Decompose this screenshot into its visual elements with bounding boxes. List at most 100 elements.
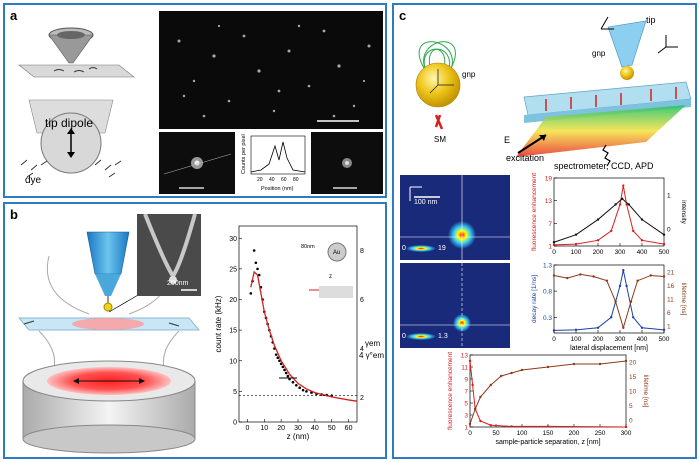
x-tick-label: 150 — [543, 430, 554, 437]
series-point-1 — [662, 275, 666, 278]
series-point-1 — [622, 326, 625, 329]
inset-image-right — [311, 132, 383, 194]
data-point — [291, 380, 295, 384]
series-point-1 — [510, 371, 513, 375]
series-point-1 — [566, 276, 569, 280]
right-tick-label: 1 — [667, 193, 671, 200]
inset-size-label: 80nm — [301, 244, 315, 250]
x-tick-label: 30 — [294, 425, 302, 432]
series-point-0 — [610, 229, 613, 233]
plot-frame — [469, 354, 627, 428]
panel-c-schematic — [415, 16, 692, 167]
series-point-0 — [596, 239, 600, 242]
plot-frame — [553, 264, 665, 334]
x-tick-label: 50 — [328, 425, 336, 432]
dye-label: dye — [25, 175, 42, 186]
y-axis-label: decay rate [1/ns] — [531, 275, 538, 323]
y-tick-label: 0.3 — [543, 315, 552, 322]
panel-a-schematic — [18, 27, 135, 178]
series-point-1 — [596, 218, 600, 221]
gnp-label-right: gnp — [592, 49, 606, 58]
y-axis-label: fluorescence enhancement — [447, 352, 454, 430]
separation-chart: 0 50 100 150 200 250 30013579111305101520sampl… — [447, 352, 649, 446]
y-tick-label: 20 — [229, 297, 237, 304]
data-point — [283, 368, 286, 372]
x-tick-label: 500 — [659, 336, 670, 343]
series-point-1 — [572, 362, 576, 366]
right-tick-label: 11 — [667, 297, 674, 304]
series-point-0 — [662, 242, 666, 246]
data-point — [276, 356, 280, 359]
data-point — [256, 267, 259, 271]
right-tick-label: 2 — [360, 395, 364, 402]
series-point-1 — [474, 407, 477, 411]
series-point-1 — [552, 274, 556, 277]
fluorescence-image — [159, 11, 383, 129]
y-tick-label: 1 — [548, 244, 552, 251]
x-tick-label: 250 — [595, 430, 606, 437]
right-tick-label: 15 — [629, 374, 637, 381]
data-point — [298, 386, 301, 389]
data-point — [274, 353, 278, 356]
series-point-1 — [500, 374, 503, 378]
y-tick-label: 15 — [229, 328, 237, 335]
x-tick-label: 0 — [468, 430, 472, 437]
x-tick-label: 200 — [593, 249, 604, 256]
inset-tick-4: 80 — [293, 177, 299, 183]
series-point-0 — [625, 284, 628, 288]
x-tick-label: 300 — [615, 336, 626, 343]
series-point-1 — [598, 362, 602, 366]
y-axis-label: fluorescence enhancement — [531, 173, 538, 251]
map-enhancement: 100 nm 0 19 — [400, 175, 510, 260]
panel-b-label: b — [10, 207, 18, 222]
y-tick-label: 25 — [229, 266, 237, 273]
y-axis-label-right: intensity — [680, 200, 687, 225]
x-tick-label: 500 — [659, 249, 670, 256]
series-point-0 — [625, 203, 628, 206]
series-line-0 — [469, 360, 627, 428]
data-point — [252, 249, 256, 252]
x-tick-label: 100 — [517, 430, 528, 437]
right-axis-label-1: γem — [365, 339, 380, 348]
series-point-1 — [624, 359, 628, 363]
y-tick-label: 1 — [464, 425, 468, 432]
x-tick-label: 0 — [245, 425, 249, 432]
panel-a-label: a — [10, 8, 18, 23]
x-tick-label: 400 — [637, 249, 648, 256]
series-point-0 — [662, 328, 666, 332]
series-point-0 — [622, 184, 625, 187]
x-axis-label: sample-particle separation, z [nm] — [495, 439, 600, 446]
series-point-0 — [471, 383, 474, 387]
data-point — [254, 261, 258, 265]
scale-100nm-label: 100 nm — [414, 199, 438, 206]
series-point-0 — [596, 326, 600, 329]
series-point-1 — [621, 197, 624, 200]
right-tick-label: 21 — [667, 269, 675, 276]
y-tick-label: 1.3 — [543, 263, 552, 270]
right-tick-label: 0 — [667, 227, 671, 234]
detector-label: spectrometer, CCD, APD — [554, 161, 654, 171]
inset-tick-2: 40 — [269, 177, 275, 183]
data-point — [305, 390, 308, 393]
x-tick-label: 300 — [615, 249, 626, 256]
y-tick-label: 10 — [229, 358, 237, 365]
colorbar2-min: 0 — [402, 333, 406, 340]
fluorescence-spots — [177, 24, 371, 122]
series-point-0 — [632, 229, 635, 233]
series-point-0 — [552, 329, 556, 332]
series-point-0 — [546, 425, 550, 428]
series-line-1 — [469, 360, 627, 425]
au-label: Au — [333, 250, 340, 256]
y-tick-label: 11 — [461, 365, 468, 372]
inset-image-left — [159, 132, 235, 194]
data-point — [249, 292, 253, 295]
x-tick-label: 0 — [552, 336, 556, 343]
y-tick-label: 19 — [545, 176, 553, 183]
series-point-1 — [614, 203, 617, 206]
series-point-0 — [552, 243, 556, 247]
x-tick-label: 300 — [621, 430, 632, 437]
x-tick-label: 100 — [571, 249, 582, 256]
inset-tick-1: 20 — [257, 177, 263, 183]
right-tick-label: 6 — [667, 310, 671, 317]
x-tick-label: 200 — [593, 336, 604, 343]
